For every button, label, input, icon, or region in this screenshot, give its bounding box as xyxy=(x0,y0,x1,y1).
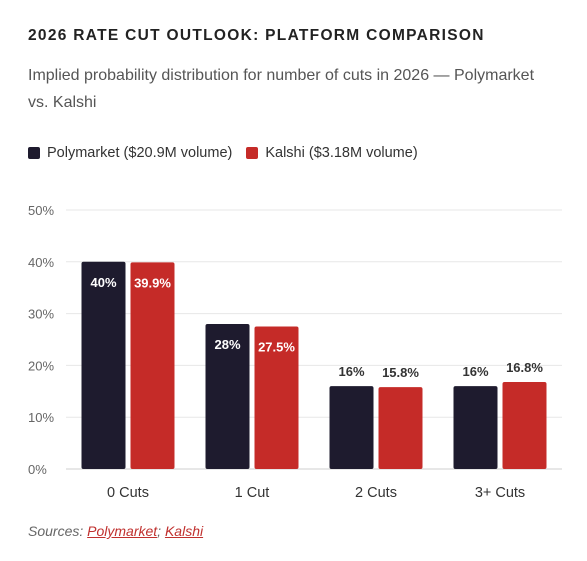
bar xyxy=(81,261,126,469)
x-tick-label: 0 Cuts xyxy=(107,485,149,501)
data-label: 16.8% xyxy=(506,360,543,375)
source-link-polymarket[interactable]: Polymarket xyxy=(87,523,158,539)
legend-label-kalshi: Kalshi ($3.18M volume) xyxy=(265,145,418,161)
x-tick-label: 3+ Cuts xyxy=(475,485,525,501)
sources-prefix: Sources: xyxy=(28,523,88,539)
y-tick-label: 50% xyxy=(28,203,54,218)
sources-line: Sources: Polymarket; Kalshi xyxy=(28,523,203,539)
data-label: 40% xyxy=(90,275,116,290)
x-tick-label: 2 Cuts xyxy=(355,485,397,501)
data-label: 27.5% xyxy=(258,340,295,355)
y-tick-label: 20% xyxy=(28,358,54,373)
bar xyxy=(502,381,547,469)
sources-separator: ; xyxy=(157,523,165,539)
data-label: 39.9% xyxy=(134,275,171,290)
source-link-kalshi[interactable]: Kalshi xyxy=(164,523,204,539)
legend: Polymarket ($20.9M volume) Kalshi ($3.18… xyxy=(28,145,432,161)
bar xyxy=(378,387,423,469)
chart-subtitle: Implied probability distribution for num… xyxy=(28,67,535,111)
data-label: 28% xyxy=(214,337,240,352)
y-tick-label: 0% xyxy=(28,462,47,477)
x-tick-label: 1 Cut xyxy=(235,485,270,501)
bar xyxy=(205,323,250,469)
legend-swatch-polymarket xyxy=(28,147,40,159)
bar xyxy=(329,386,374,469)
legend-item-polymarket: Polymarket ($20.9M volume) xyxy=(28,145,232,161)
y-tick-label: 30% xyxy=(28,307,54,322)
bar-chart: 0% 10% 20% 30% 40% 50% 40% 39.9% 0 Cuts 28% 27.5% 1… xyxy=(28,203,562,501)
bar xyxy=(130,262,175,469)
chart-title: 2026 RATE CUT OUTLOOK: PLATFORM COMPARIS… xyxy=(28,27,485,44)
bar xyxy=(453,386,498,469)
bar xyxy=(254,326,299,469)
y-tick-label: 40% xyxy=(28,255,54,270)
data-label: 16% xyxy=(462,364,488,379)
legend-swatch-kalshi xyxy=(246,147,259,159)
legend-item-kalshi: Kalshi ($3.18M volume) xyxy=(246,145,418,161)
legend-label-polymarket: Polymarket ($20.9M volume) xyxy=(47,145,233,161)
y-tick-label: 10% xyxy=(28,410,54,425)
data-label: 15.8% xyxy=(382,365,419,380)
data-label: 16% xyxy=(338,364,364,379)
